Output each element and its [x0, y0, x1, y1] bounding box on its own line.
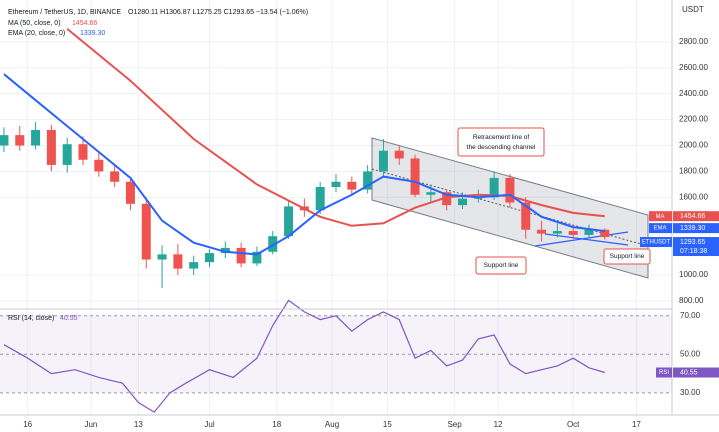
annotation-box [457, 127, 545, 157]
price-tag-name: ETHUSDT [642, 240, 671, 246]
x-tick-label: Jul [204, 420, 214, 429]
rsi-tag-box [673, 367, 719, 378]
annotation-text: Support line [610, 253, 645, 260]
ma-tag-name: MA [656, 214, 665, 220]
rsi-tag-name: RSI [659, 370, 669, 376]
candle-body [537, 229, 547, 234]
candle-body [347, 181, 357, 190]
candle-body [252, 251, 262, 264]
candle-body [46, 129, 56, 165]
rsi-legend: RSI (14, close) [8, 315, 54, 322]
candle-body [236, 247, 246, 264]
x-tick-label: Sep [447, 420, 462, 429]
y-tick-label: 1000.00 [679, 270, 708, 279]
price-tag-countdown: 07:18:38 [680, 248, 707, 255]
candle-body [363, 171, 373, 190]
candle-body [584, 229, 594, 235]
ema-tag-box [649, 223, 672, 234]
candle-body [378, 150, 388, 172]
plot-area [0, 28, 610, 413]
candle-body [78, 144, 88, 160]
ma-tag-box [649, 211, 672, 222]
candle-body [505, 177, 515, 203]
ema-legend: EMA (20, close, 0) [8, 30, 65, 37]
y-tick-label: 2800.00 [679, 37, 708, 46]
x-tick-label: 17 [632, 420, 641, 429]
candle-body [31, 129, 41, 146]
x-tick-label: 12 [494, 420, 503, 429]
price-tag-price: 1293.65 [680, 239, 705, 246]
currency-label: USDT [682, 5, 704, 14]
candle-body [268, 236, 278, 252]
y-tick-label: 2400.00 [679, 89, 708, 98]
candle-body [426, 192, 436, 195]
price-tag-name-box [640, 237, 672, 248]
candle-body [62, 144, 72, 165]
candle-body [125, 181, 135, 204]
ohlc-label: O1280.11 H1306.87 L1275.25 C1293.65 −13.… [128, 9, 308, 16]
price-tag-box [673, 237, 719, 257]
y-tick-label: 800.00 [679, 296, 704, 305]
rsi-line [3, 299, 605, 413]
candle-body [157, 254, 167, 260]
x-tick-label: 18 [272, 420, 281, 429]
candle-body [552, 231, 562, 234]
rsi-tick-label: 30.00 [680, 388, 701, 397]
ma-legend-value: 1454.66 [72, 20, 97, 27]
rsi-tag-name-box [656, 367, 672, 378]
candle-body [331, 181, 341, 187]
x-tick-label: 15 [383, 420, 392, 429]
indicator-line [66, 28, 605, 227]
annotation-box [603, 248, 651, 265]
ema-legend-value: 1339.30 [80, 30, 105, 37]
candle-body [0, 135, 9, 146]
ema-tag-price: 1339.30 [680, 225, 705, 232]
y-tick-label: 2000.00 [679, 141, 708, 150]
ma-tag-price-box [673, 211, 719, 222]
annotation-box [475, 256, 527, 275]
candle-body [205, 253, 215, 263]
candle-body [568, 231, 578, 235]
candle-body [315, 186, 325, 211]
candle-body [173, 254, 183, 269]
candle-body [220, 247, 230, 254]
candle-body [189, 262, 199, 269]
annotation-text: Retracement line of the descending channe… [467, 134, 536, 151]
candle-body [284, 206, 294, 237]
ema-tag-price-box [673, 223, 719, 234]
x-tick-label: Jun [84, 420, 97, 429]
x-tick-label: Oct [567, 420, 580, 429]
candle-body [394, 150, 404, 159]
ma-legend: MA (50, close, 0) [8, 20, 61, 27]
ema-tag-name: EMA [653, 226, 666, 232]
candle-body [457, 198, 467, 206]
annotation-text: Support line [484, 262, 519, 269]
chart-title: Ethereum / TetherUS, 1D, BINANCE [8, 9, 121, 16]
rsi-tag-value: 40.55 [680, 369, 698, 376]
candle-body [141, 203, 151, 260]
candle-body [489, 177, 499, 198]
candle-body [600, 229, 610, 238]
rsi-legend-value: 40.55 [60, 315, 78, 322]
y-tick-label: 1800.00 [679, 167, 708, 176]
indicator-line [3, 73, 605, 256]
y-tick-label: 2200.00 [679, 115, 708, 124]
support-line [544, 233, 629, 246]
x-tick-label: Aug [325, 420, 339, 429]
candle-body [442, 192, 452, 206]
candle-body [410, 158, 420, 195]
y-tick-label: 2600.00 [679, 63, 708, 72]
rsi-tick-label: 50.00 [680, 349, 701, 358]
candle-body [94, 159, 104, 172]
ma-tag-price: 1454.66 [680, 213, 705, 220]
rsi-tick-label: 70.00 [680, 311, 701, 320]
x-tick-label: 16 [23, 420, 32, 429]
candle-body [110, 171, 120, 182]
candle-body [15, 135, 25, 146]
grid [0, 0, 672, 415]
x-tick-label: 13 [134, 420, 143, 429]
candle-body [521, 202, 531, 230]
y-tick-label: 1600.00 [679, 192, 708, 201]
